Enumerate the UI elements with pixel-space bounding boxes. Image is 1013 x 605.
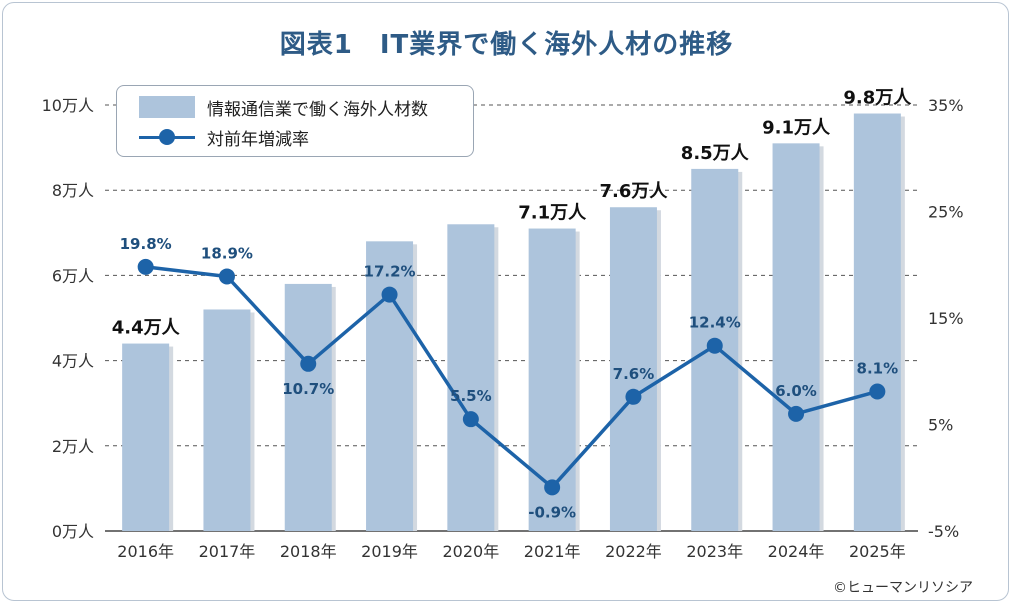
x-tick-label: 2019年: [361, 542, 418, 561]
y-right-tick-label: 35%: [928, 96, 964, 115]
rate-data-label: 10.7%: [282, 380, 334, 398]
rate-point: [706, 337, 723, 354]
bar-data-label: 7.6万人: [600, 181, 669, 202]
y-right-tick-label: -5%: [928, 522, 959, 541]
rate-point: [869, 383, 886, 400]
rate-data-label: 5.5%: [450, 387, 492, 405]
rate-point: [381, 286, 398, 303]
bar: [203, 309, 251, 531]
bar: [366, 241, 414, 531]
y-left-tick-label: 2万人: [52, 437, 94, 456]
legend-item-bar: 情報通信業で働く海外人材数: [139, 94, 428, 120]
y-left-tick-label: 4万人: [52, 352, 94, 371]
rate-data-label: 7.6%: [613, 365, 655, 383]
y-left-tick-label: 6万人: [52, 266, 94, 285]
y-left-tick-label: 0万人: [52, 522, 94, 541]
rate-point: [137, 258, 154, 275]
y-right-tick-label: 15%: [928, 309, 964, 328]
bar-data-label: 7.1万人: [518, 203, 587, 224]
legend-bar-label: 情報通信業で働く海外人材数: [207, 99, 428, 120]
legend-bar-swatch: [139, 96, 195, 118]
rate-data-label: 19.8%: [120, 235, 172, 253]
x-tick-label: 2018年: [280, 542, 337, 561]
rate-point: [625, 388, 642, 405]
bar-data-label: 9.1万人: [762, 117, 831, 138]
legend-item-line: 対前年増減率: [139, 124, 309, 150]
rate-data-label: -0.9%: [528, 503, 576, 521]
rate-point: [544, 479, 561, 496]
rate-point: [218, 268, 235, 285]
x-tick-label: 2025年: [849, 542, 906, 561]
x-tick-label: 2017年: [199, 542, 256, 561]
rate-data-label: 8.1%: [857, 359, 899, 377]
legend-line-swatch: [139, 126, 195, 148]
bar: [853, 113, 901, 532]
bar: [122, 343, 170, 531]
bar: [284, 283, 332, 531]
x-tick-label: 2021年: [524, 542, 581, 561]
y-left-tick-label: 10万人: [42, 96, 94, 115]
y-right-tick-label: 5%: [928, 416, 953, 435]
bar-data-label: 4.4万人: [112, 318, 181, 339]
bar: [609, 207, 657, 532]
legend-line-label: 対前年増減率: [207, 129, 309, 150]
rate-data-label: 17.2%: [364, 263, 416, 281]
x-tick-label: 2023年: [686, 542, 743, 561]
rate-line: [145, 265, 878, 490]
x-tick-label: 2016年: [117, 542, 174, 561]
rate-data-label: 18.9%: [201, 244, 253, 262]
bar: [772, 143, 820, 531]
rate-point: [300, 355, 317, 372]
x-tick-label: 2024年: [768, 542, 825, 561]
rate-data-label: 6.0%: [775, 382, 817, 400]
chart-title: 図表1 IT業界で働く海外人材の推移: [279, 30, 734, 60]
rate-point: [788, 405, 805, 422]
x-tick-label: 2022年: [605, 542, 662, 561]
copyright-text: ©ヒューマンリソシア: [833, 580, 973, 596]
legend: 情報通信業で働く海外人材数 対前年増減率: [116, 85, 474, 157]
x-tick-label: 2020年: [442, 542, 499, 561]
bar: [447, 224, 495, 531]
y-left-tick-label: 8万人: [52, 181, 94, 200]
y-right-tick-label: 25%: [928, 203, 964, 222]
bar-data-label: 8.5万人: [681, 143, 750, 164]
bar-data-label: 9.8万人: [843, 88, 912, 109]
rate-point: [462, 411, 479, 428]
rate-data-label: 12.4%: [689, 314, 741, 332]
